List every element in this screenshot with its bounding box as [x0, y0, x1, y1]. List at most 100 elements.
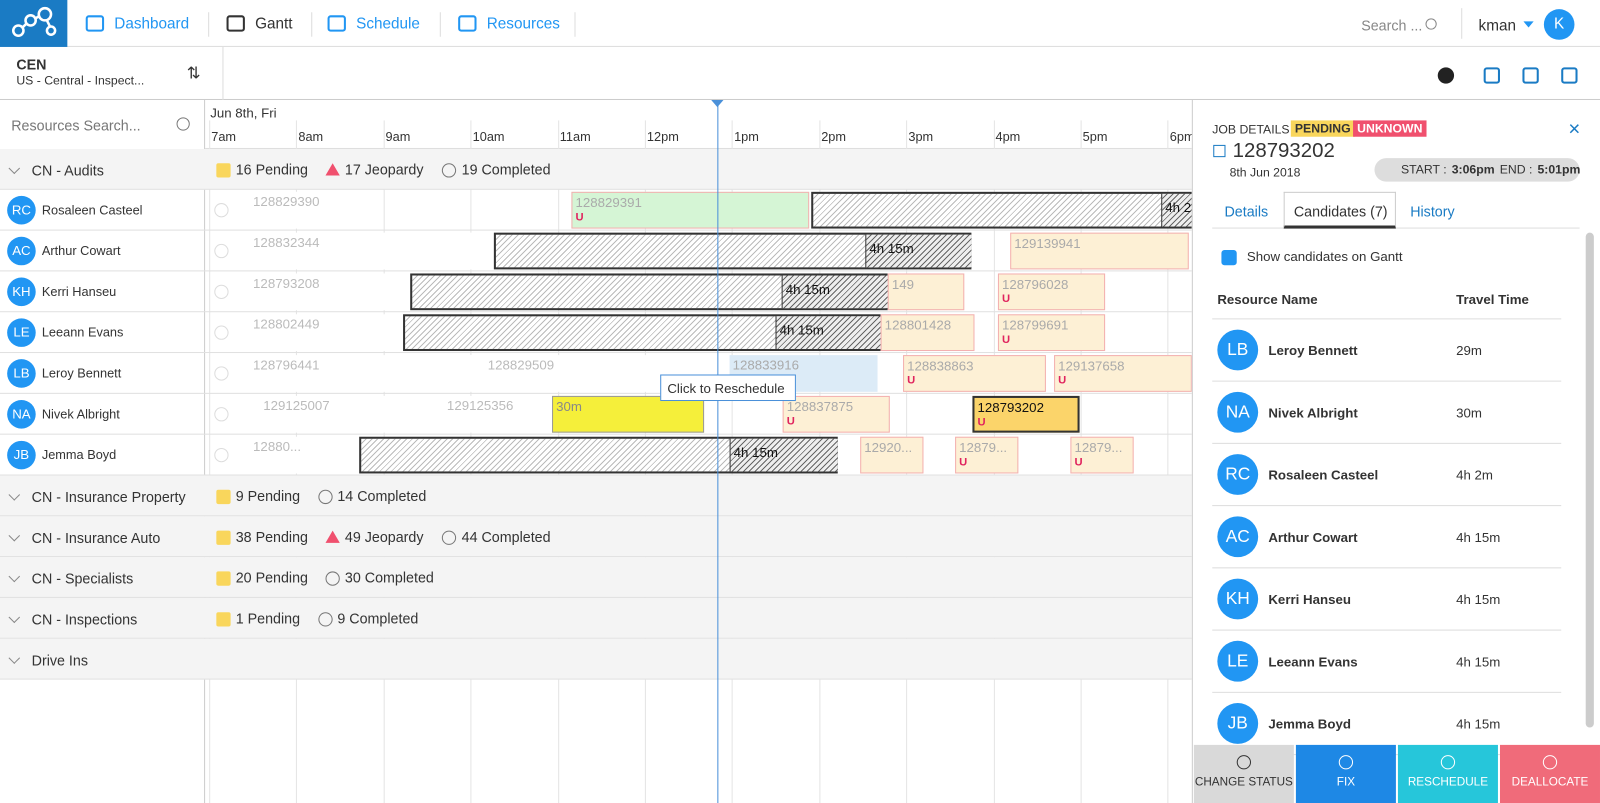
- close-button[interactable]: ×: [1568, 118, 1581, 141]
- tab[interactable]: Candidates (7): [1293, 203, 1388, 220]
- job-bar[interactable]: 128829390: [249, 191, 339, 229]
- map-icon[interactable]: [1561, 67, 1578, 84]
- nav-separator: [311, 12, 313, 37]
- job-bar[interactable]: 128838863 U: [903, 355, 1046, 392]
- info-icon[interactable]: [1437, 67, 1455, 84]
- job-bar[interactable]: 12879... U: [1070, 436, 1134, 474]
- start-label: START :: [1401, 162, 1447, 177]
- button-icon: [1542, 755, 1558, 770]
- candidate-avatar: RC: [1217, 454, 1259, 495]
- nav-icon[interactable]: [226, 15, 245, 32]
- resource-name[interactable]: Jemma Boyd: [41, 447, 117, 463]
- nav-item[interactable]: Dashboard: [114, 15, 190, 33]
- search-box[interactable]: Search ...: [1361, 17, 1423, 34]
- job-bar[interactable]: 128832344: [249, 232, 490, 270]
- job-bar[interactable]: 128796028 U: [997, 273, 1106, 311]
- job-bar[interactable]: 4h 15m: [410, 273, 888, 311]
- resource-avatar: NA: [7, 399, 36, 429]
- row-line: [1212, 691, 1562, 693]
- action-button[interactable]: FIX: [1295, 744, 1396, 803]
- candidate-name[interactable]: Arthur Cowart: [1268, 529, 1358, 545]
- gantt-date: Jun 8th, Fri: [210, 105, 277, 121]
- job-bar[interactable]: 30m: [552, 395, 705, 433]
- candidate-name[interactable]: Jemma Boyd: [1268, 716, 1351, 732]
- job-bar[interactable]: 4h 15m: [359, 436, 838, 474]
- nav-separator: [574, 12, 576, 37]
- job-bar[interactable]: 12920...: [860, 436, 924, 474]
- tab[interactable]: Details: [1224, 203, 1269, 220]
- group-name[interactable]: CN - Insurance Auto: [31, 529, 161, 546]
- user-name[interactable]: kman: [1478, 17, 1516, 35]
- group-name[interactable]: Drive Ins: [31, 652, 88, 669]
- candidate-name[interactable]: Rosaleen Casteel: [1268, 467, 1379, 483]
- end-label: END :: [1499, 162, 1533, 177]
- job-bar[interactable]: 129139941: [1010, 232, 1189, 270]
- group-name[interactable]: CN - Specialists: [31, 570, 134, 587]
- resource-search[interactable]: Resources Search...: [11, 117, 141, 134]
- job-bar[interactable]: 4h 2: [811, 191, 1192, 229]
- row-status-icon: [214, 203, 229, 218]
- resource-name[interactable]: Leroy Bennett: [41, 366, 122, 381]
- action-button[interactable]: DEALLOCATE: [1499, 744, 1600, 803]
- job-bar[interactable]: 128799691 U: [997, 314, 1106, 352]
- group-name[interactable]: CN - Audits: [31, 162, 104, 179]
- candidate-name[interactable]: Leeann Evans: [1268, 654, 1358, 670]
- nav-item[interactable]: Resources: [486, 15, 560, 33]
- button-label[interactable]: FIX: [1336, 776, 1356, 789]
- resource-name[interactable]: Nivek Albright: [41, 407, 120, 422]
- user-avatar[interactable]: K: [1543, 9, 1575, 40]
- job-bar[interactable]: 149: [887, 273, 965, 311]
- nav-item[interactable]: Schedule: [356, 15, 420, 33]
- job-bar[interactable]: 128801428: [880, 314, 975, 352]
- job-bar[interactable]: 129137658 U: [1054, 355, 1192, 392]
- button-label[interactable]: RESCHEDULE: [1407, 776, 1489, 789]
- job-bar[interactable]: 128793208: [249, 273, 409, 311]
- job-bar[interactable]: 12880...: [249, 436, 358, 474]
- job-bar[interactable]: 128829391 U: [571, 191, 810, 229]
- resource-name[interactable]: Leeann Evans: [41, 325, 124, 340]
- resource-search-icon: [176, 117, 190, 131]
- candidate-time: 4h 15m: [1456, 716, 1501, 732]
- job-bar[interactable]: 128829509: [484, 355, 654, 392]
- resource-name[interactable]: Rosaleen Casteel: [41, 203, 143, 218]
- job-bar[interactable]: 128837875 U: [782, 395, 890, 433]
- job-bar[interactable]: 12879... U: [955, 436, 1019, 474]
- checkbox[interactable]: [1221, 249, 1237, 266]
- nav-icon[interactable]: [458, 15, 477, 32]
- group-name[interactable]: CN - Inspections: [31, 611, 138, 628]
- group-name[interactable]: CN - Insurance Property: [31, 488, 186, 506]
- job-flag: U: [1002, 292, 1011, 306]
- job-bar[interactable]: 128793202 U: [972, 395, 1080, 433]
- nav-item[interactable]: Gantt: [255, 15, 293, 33]
- job-bar[interactable]: 128796441: [249, 355, 480, 392]
- stat-icon: [216, 571, 231, 586]
- action-button[interactable]: CHANGE STATUS: [1193, 744, 1294, 803]
- region-separator: [222, 46, 224, 100]
- candidate-name[interactable]: Leroy Bennett: [1268, 342, 1358, 359]
- candidate-name[interactable]: Nivek Albright: [1268, 405, 1358, 421]
- stat-icon: [442, 163, 457, 178]
- nav-icon[interactable]: [327, 15, 346, 32]
- nav-icon[interactable]: [85, 15, 105, 32]
- row-line: [1212, 442, 1562, 444]
- candidate-avatar: LE: [1217, 640, 1259, 682]
- warning-icon[interactable]: [1483, 67, 1500, 84]
- button-label[interactable]: DEALLOCATE: [1511, 776, 1589, 789]
- action-button[interactable]: RESCHEDULE: [1397, 744, 1498, 803]
- stat-icon: [325, 530, 340, 543]
- candidate-name[interactable]: Kerri Hanseu: [1268, 591, 1351, 608]
- job-bar[interactable]: 128802449: [249, 314, 400, 352]
- tab[interactable]: History: [1410, 203, 1455, 220]
- help-icon[interactable]: [1522, 67, 1539, 84]
- job-bar[interactable]: 129125356: [443, 395, 546, 433]
- job-bar[interactable]: 4h 15m: [403, 314, 881, 352]
- job-bar[interactable]: 4h 15m: [493, 232, 972, 270]
- job-bar[interactable]: 129125007: [260, 395, 404, 433]
- swap-icon[interactable]: ⇅: [186, 65, 201, 83]
- now-marker: [711, 99, 724, 113]
- resource-name[interactable]: Arthur Cowart: [41, 243, 121, 259]
- button-label[interactable]: CHANGE STATUS: [1194, 776, 1293, 789]
- job-date: 8th Jun 2018: [1229, 165, 1301, 180]
- resource-name[interactable]: Kerri Hanseu: [41, 284, 117, 299]
- checkbox-label[interactable]: Show candidates on Gantt: [1246, 248, 1403, 265]
